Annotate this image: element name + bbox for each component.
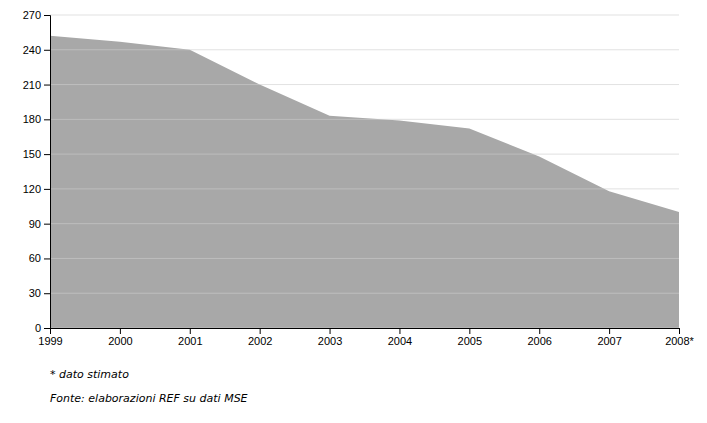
x-tick-mark [679, 328, 680, 334]
grid-line [50, 154, 679, 155]
y-tick-mark [44, 293, 50, 294]
y-tick-label: 240 [23, 44, 41, 56]
x-tick-mark [330, 328, 331, 334]
y-tick: 0 [35, 322, 50, 334]
y-tick: 210 [23, 79, 50, 91]
x-tick: 2005 [458, 328, 482, 347]
grid-line [50, 293, 679, 294]
y-tick: 150 [23, 148, 50, 160]
x-tick: 2000 [108, 328, 132, 347]
y-tick-label: 150 [23, 148, 41, 160]
footnote: * dato stimato [50, 368, 129, 381]
x-tick: 2008* [665, 328, 694, 347]
x-tick: 2007 [597, 328, 621, 347]
y-tick-label: 90 [29, 218, 41, 230]
y-tick-mark [44, 154, 50, 155]
x-tick-label: 2002 [248, 335, 272, 347]
y-tick: 240 [23, 44, 50, 56]
y-tick: 60 [29, 252, 50, 264]
grid-line [50, 84, 679, 85]
x-tick-mark [539, 328, 540, 334]
chart: 0 30 60 90 120 150 180 210 240 270 1999 2000 2001 200… [0, 0, 707, 423]
y-tick-label: 210 [23, 79, 41, 91]
y-axis-line [44, 16, 51, 329]
y-axis: 0 30 60 90 120 150 180 210 240 270 [23, 9, 51, 334]
x-tick: 2002 [248, 328, 272, 347]
x-tick-label: 2005 [458, 335, 482, 347]
x-tick-label: 2001 [178, 335, 202, 347]
y-tick-mark [44, 85, 50, 86]
y-tick-mark [44, 189, 50, 190]
footnote: Fonte: elaborazioni REF su dati MSE [50, 392, 248, 405]
y-tick-label: 0 [35, 322, 41, 334]
y-tick: 180 [23, 113, 50, 125]
y-tick-mark [44, 224, 50, 225]
y-tick-label: 30 [29, 287, 41, 299]
y-tick-mark [44, 119, 50, 120]
x-tick-mark [50, 328, 51, 334]
y-tick: 30 [29, 287, 50, 299]
x-tick-label: 2004 [388, 335, 412, 347]
y-tick-label: 120 [23, 183, 41, 195]
y-tick-mark [44, 328, 50, 329]
data-layer [50, 36, 679, 328]
x-tick-label: 2006 [527, 335, 551, 347]
y-tick: 120 [23, 183, 50, 195]
grid [50, 15, 679, 328]
area [50, 36, 679, 328]
plot: 0 30 60 90 120 150 180 210 240 270 1999 2000 2001 200… [23, 9, 695, 347]
x-tick-label: 2007 [597, 335, 621, 347]
y-tick-label: 270 [23, 9, 41, 21]
y-tick-mark [44, 15, 50, 16]
x-axis: 1999 2000 2001 2002 2003 2004 2005 2006 2007 2008… [38, 328, 694, 347]
y-tick-label: 180 [23, 113, 41, 125]
y-tick: 270 [23, 9, 50, 21]
y-tick-mark [44, 50, 50, 51]
x-tick-label: 1999 [38, 335, 62, 347]
y-tick: 90 [29, 218, 50, 230]
grid-line [50, 15, 679, 16]
x-tick: 2004 [388, 328, 412, 347]
x-tick-label: 2003 [318, 335, 342, 347]
x-tick: 2001 [178, 328, 202, 347]
x-tick-mark [609, 328, 610, 334]
x-tick-mark [190, 328, 191, 334]
y-tick-mark [44, 258, 50, 259]
y-tick-label: 60 [29, 252, 41, 264]
x-axis-line [51, 329, 680, 335]
x-tick-label: 2008* [665, 335, 694, 347]
x-tick-mark [260, 328, 261, 334]
grid-line [50, 188, 679, 189]
x-tick: 2006 [527, 328, 551, 347]
x-tick-mark [469, 328, 470, 334]
x-tick: 2003 [318, 328, 342, 347]
x-tick-mark [120, 328, 121, 334]
x-tick-label: 2000 [108, 335, 132, 347]
grid-line [50, 49, 679, 50]
grid-line [50, 223, 679, 224]
grid-line [50, 119, 679, 120]
x-tick: 1999 [38, 328, 62, 347]
footnotes: * dato stimato Fonte: elaborazioni REF su… [50, 368, 248, 405]
x-tick-mark [399, 328, 400, 334]
grid-line [50, 258, 679, 259]
